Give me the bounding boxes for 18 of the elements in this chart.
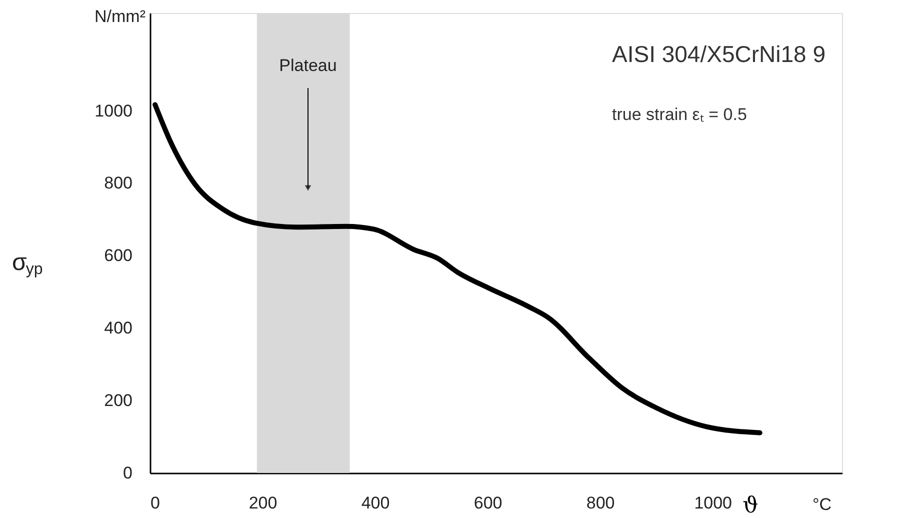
- text: °C: [812, 495, 832, 514]
- y-tick-label: 600: [104, 246, 132, 266]
- text: true strain εₜ = 0.5: [612, 105, 747, 124]
- y-tick-label: 1000: [94, 101, 132, 120]
- annotation: Plateau: [279, 56, 337, 75]
- x-tick-label: 800: [586, 494, 615, 512]
- x-tick-label: 0: [150, 494, 160, 512]
- x-tick-label: 1000: [694, 494, 732, 512]
- x-tick-label: 600: [474, 494, 502, 512]
- x-tick-label: 400: [361, 494, 390, 512]
- x-axis-title: ϑ: [742, 494, 758, 518]
- y-tick-label: 200: [104, 391, 132, 410]
- y-tick-label: 400: [104, 318, 132, 338]
- y-tick-label: 800: [104, 174, 132, 193]
- text: AISI 304/X5CrNi18 9: [612, 41, 826, 67]
- y-tick-label: 0: [123, 464, 132, 482]
- x-tick-label: 200: [248, 494, 278, 512]
- text: N/mm²: [94, 7, 146, 26]
